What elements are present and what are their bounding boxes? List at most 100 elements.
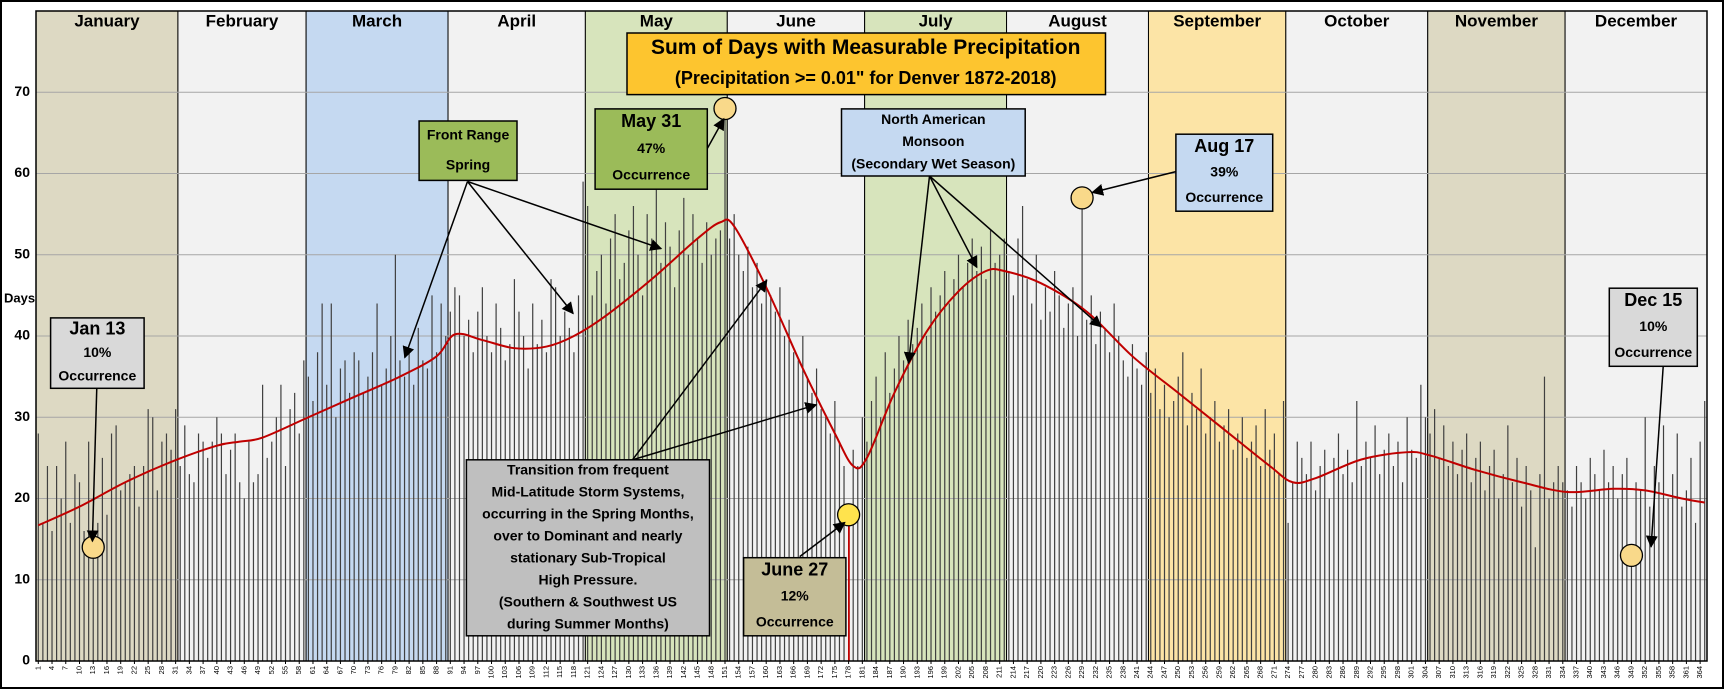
plot-border [35, 10, 1708, 662]
bar [628, 230, 630, 661]
bar [1095, 344, 1097, 661]
y-tick-label: 20 [14, 489, 30, 505]
bar [1296, 441, 1298, 661]
bar [252, 482, 255, 661]
bar [985, 279, 987, 661]
bar [1099, 311, 1102, 661]
x-tick-label: 259 [1214, 666, 1223, 679]
bar [1154, 368, 1156, 661]
x-tick-label: 211 [995, 666, 1004, 678]
bar [197, 433, 200, 661]
bar [838, 441, 841, 661]
bar [1466, 433, 1468, 661]
x-tick-label: 79 [390, 666, 399, 674]
bar [696, 238, 699, 661]
bar [651, 238, 653, 661]
bar [1333, 457, 1335, 661]
bar [348, 392, 351, 661]
bar [408, 352, 410, 661]
bar [1269, 449, 1271, 661]
bar [692, 214, 694, 661]
x-tick-label: 61 [308, 666, 317, 674]
x-tick-label: 223 [1050, 666, 1059, 679]
x-tick-label: 319 [1489, 666, 1498, 679]
bar [806, 376, 809, 661]
bar [587, 206, 589, 661]
bar [802, 336, 804, 661]
bar [1589, 457, 1591, 661]
bar [582, 181, 584, 661]
bar [1076, 336, 1079, 661]
x-tick-label: 76 [377, 666, 386, 674]
bar [728, 238, 731, 661]
bar [335, 417, 337, 661]
month-label: July [919, 11, 954, 30]
bar [953, 279, 955, 661]
bar [770, 295, 772, 661]
bar [999, 254, 1001, 661]
bar [1470, 482, 1472, 661]
x-tick-label: 109 [528, 666, 537, 679]
x-tick-label: 145 [693, 666, 702, 679]
x-tick-label: 115 [555, 666, 564, 678]
bar [229, 449, 232, 661]
x-tick-label: 343 [1599, 666, 1608, 679]
bar [1351, 482, 1353, 661]
bar [147, 409, 149, 661]
bar [852, 449, 854, 661]
bar [1026, 279, 1028, 661]
bar [1218, 441, 1221, 661]
bar [1067, 303, 1069, 661]
x-tick-label: 52 [267, 666, 276, 674]
x-tick-label: 310 [1448, 666, 1457, 679]
bar [101, 457, 103, 661]
x-tick-label: 40 [212, 666, 221, 674]
bar [1021, 206, 1024, 661]
bar [912, 344, 914, 661]
bar [326, 384, 328, 661]
bar [266, 457, 268, 661]
arrow [402, 181, 469, 359]
bar [724, 108, 726, 661]
bar [1131, 344, 1134, 661]
x-tick-label: 241 [1132, 666, 1141, 679]
bar [967, 262, 969, 661]
bar [907, 319, 909, 661]
x-tick-label: 364 [1695, 666, 1704, 679]
annotation-text: High Pressure. [539, 572, 638, 588]
bar [1360, 466, 1362, 661]
bar [220, 433, 223, 661]
bar [1498, 498, 1500, 661]
x-tick-label: 130 [624, 666, 633, 679]
bar [1072, 287, 1074, 661]
x-tick-label: 232 [1091, 666, 1100, 679]
bar [1447, 466, 1449, 661]
bar [632, 206, 635, 661]
x-tick-label: 163 [775, 666, 784, 679]
x-tick-label: 85 [418, 666, 427, 674]
bar [751, 287, 754, 661]
bar [1420, 384, 1422, 661]
bar [783, 336, 786, 661]
x-tick-label: 205 [967, 666, 976, 679]
bar [426, 368, 429, 661]
bar [1585, 498, 1587, 661]
bar [69, 522, 71, 661]
annotation-text: during Summer Months) [507, 616, 669, 632]
bar [284, 466, 287, 661]
bar [1539, 474, 1541, 661]
bar [825, 417, 827, 661]
x-tick-label: 142 [679, 666, 688, 679]
bar [1324, 449, 1326, 661]
x-tick-label: 289 [1352, 666, 1361, 679]
bar [83, 531, 85, 661]
bar [422, 360, 424, 661]
bar [1406, 417, 1408, 661]
bar [1434, 409, 1436, 661]
x-tick-label: 181 [857, 666, 866, 679]
bar [353, 352, 355, 661]
bar [1150, 392, 1152, 661]
bar [1704, 401, 1706, 661]
bar [1534, 547, 1536, 661]
bar [1557, 466, 1559, 661]
